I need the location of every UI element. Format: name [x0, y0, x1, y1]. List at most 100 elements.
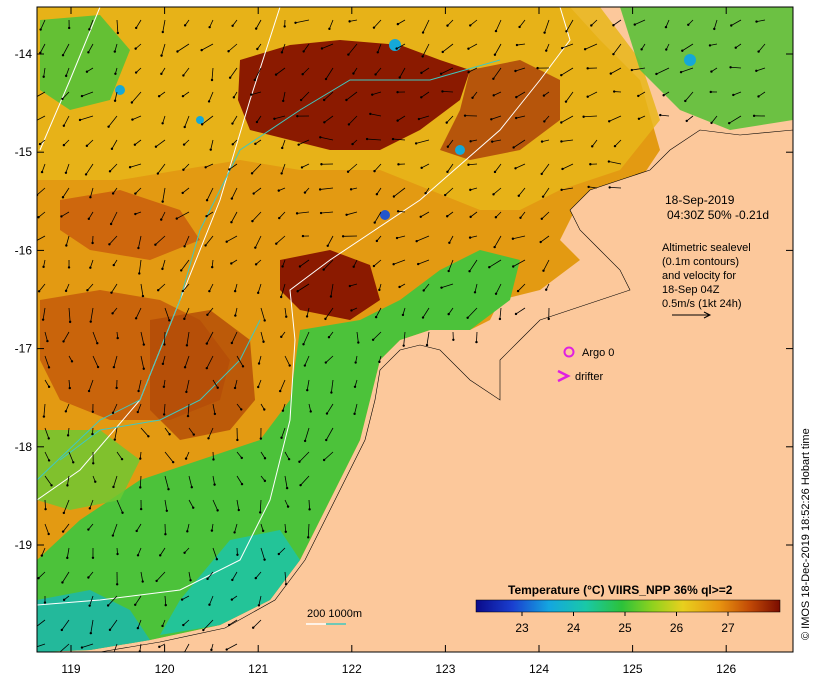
- velocity-arrow: [422, 19, 430, 33]
- velocity-arrow: [300, 91, 310, 101]
- velocity-arrow: [63, 139, 70, 146]
- velocity-arrow: [444, 187, 454, 196]
- velocity-arrow-head: [204, 244, 207, 247]
- velocity-arrow: [89, 595, 94, 606]
- velocity-arrow-head: [215, 557, 219, 561]
- velocity-arrow-head: [110, 291, 113, 294]
- velocity-arrow-head: [232, 96, 236, 99]
- velocity-arrow: [518, 187, 526, 197]
- velocity-arrow-head: [467, 47, 470, 50]
- velocity-arrow-head: [378, 288, 381, 292]
- velocity-arrow: [113, 475, 118, 488]
- velocity-arrow: [209, 595, 214, 605]
- velocity-arrow: [377, 43, 382, 53]
- velocity-arrow: [472, 91, 478, 99]
- velocity-arrow-head: [280, 335, 283, 339]
- velocity-arrow: [162, 259, 166, 269]
- velocity-arrow: [399, 67, 406, 78]
- velocity-arrow-head: [259, 437, 263, 440]
- velocity-arrow-head: [161, 200, 164, 203]
- velocity-arrow-head: [294, 21, 297, 24]
- velocity-arrow: [562, 163, 574, 170]
- velocity-arrow-head: [113, 50, 117, 53]
- velocity-arrow: [61, 619, 70, 631]
- velocity-arrow-head: [298, 460, 301, 463]
- velocity-arrow: [631, 67, 646, 71]
- velocity-arrow-head: [107, 125, 110, 128]
- velocity-arrow-head: [263, 558, 266, 561]
- velocity-arrow-head: [91, 410, 95, 413]
- sst-teal-south: [160, 530, 300, 635]
- velocity-arrow: [185, 379, 190, 393]
- velocity-arrow: [587, 91, 598, 98]
- velocity-arrow: [254, 235, 262, 248]
- velocity-arrow: [393, 259, 406, 265]
- velocity-arrow-head: [156, 172, 160, 175]
- velocity-arrow-head: [66, 434, 70, 437]
- velocity-arrow-head: [40, 170, 44, 174]
- velocity-arrow-head: [225, 648, 228, 651]
- velocity-arrow: [108, 115, 118, 127]
- velocity-arrow: [468, 43, 478, 50]
- velocity-arrow-head: [679, 70, 683, 74]
- velocity-arrow: [542, 187, 550, 197]
- velocity-arrow: [325, 307, 334, 320]
- velocity-arrow-head: [664, 25, 668, 29]
- velocity-arrow-head: [287, 457, 291, 461]
- velocity-arrow-head: [730, 24, 733, 27]
- velocity-arrow-head: [414, 142, 418, 145]
- velocity-arrow-head: [469, 188, 472, 192]
- velocity-arrow-head: [302, 343, 305, 346]
- velocity-arrow-head: [161, 30, 164, 34]
- velocity-arrow-head: [230, 262, 233, 265]
- argo-circle-icon: [563, 346, 575, 358]
- velocity-arrow: [90, 187, 94, 198]
- velocity-arrow-head: [47, 532, 50, 536]
- velocity-arrow-head: [515, 95, 518, 99]
- altimetry-line-4: 18-Sep 04Z: [662, 284, 720, 296]
- velocity-arrow-head: [710, 121, 713, 125]
- velocity-arrow: [256, 115, 262, 123]
- velocity-arrow-head: [62, 143, 66, 147]
- velocity-arrow-head: [341, 235, 345, 238]
- velocity-arrow: [354, 403, 358, 414]
- velocity-arrow-head: [46, 339, 49, 343]
- velocity-arrow: [756, 19, 766, 22]
- velocity-arrow: [234, 379, 238, 389]
- velocity-arrow-head: [285, 315, 288, 318]
- velocity-arrow-head: [448, 241, 451, 244]
- velocity-arrow: [330, 379, 334, 393]
- velocity-arrow-head: [189, 579, 192, 582]
- velocity-arrow-head: [440, 286, 443, 289]
- velocity-arrow: [188, 475, 193, 488]
- velocity-arrow-head: [514, 69, 517, 73]
- velocity-arrow: [44, 355, 50, 368]
- velocity-arrow-head: [111, 192, 115, 195]
- velocity-arrow-head: [208, 603, 211, 606]
- velocity-arrow-head: [637, 94, 640, 98]
- velocity-arrow-head: [142, 343, 146, 346]
- velocity-arrow: [89, 259, 94, 268]
- velocity-arrow-head: [607, 160, 611, 163]
- velocity-arrow: [255, 19, 262, 29]
- velocity-arrow: [252, 211, 262, 222]
- velocity-arrow-head: [257, 385, 260, 389]
- velocity-arrow: [275, 67, 286, 75]
- velocity-arrow: [251, 163, 262, 174]
- colorbar: Temperature (°C) VIIRS_NPP 36% ql>=2 23 2…: [475, 583, 781, 635]
- velocity-arrow-head: [202, 628, 205, 632]
- velocity-arrow-head: [134, 47, 137, 50]
- velocity-arrow-head: [685, 119, 688, 123]
- velocity-arrow-head: [281, 409, 285, 412]
- velocity-arrow: [109, 619, 118, 631]
- velocity-arrow: [207, 571, 214, 580]
- velocity-arrow-head: [134, 317, 138, 320]
- velocity-arrow: [203, 619, 214, 631]
- velocity-arrow-head: [396, 22, 400, 26]
- velocity-arrow: [491, 115, 502, 120]
- velocity-arrow-head: [33, 97, 35, 99]
- velocity-arrow-head: [542, 269, 545, 272]
- velocity-arrow: [420, 211, 430, 218]
- velocity-arrow: [228, 619, 238, 626]
- velocity-arrow-head: [353, 385, 357, 388]
